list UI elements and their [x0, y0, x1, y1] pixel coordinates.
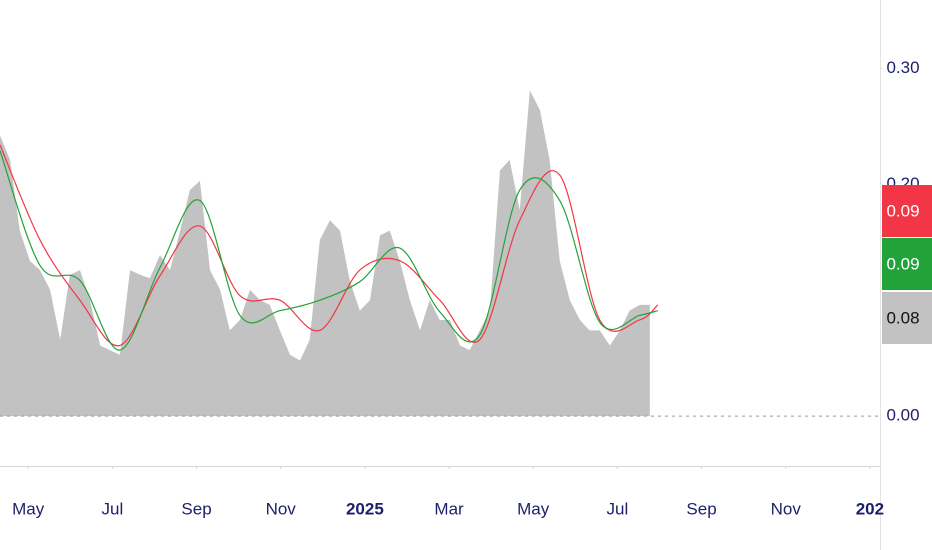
y-tick-label: 0.30 [886, 58, 919, 77]
x-tick-label: Jul [607, 499, 629, 518]
x-tick-label: Nov [266, 499, 297, 518]
price-label-box [882, 185, 932, 237]
price-label: 0.09 [886, 254, 919, 273]
area [0, 90, 650, 417]
x-tick-label: Nov [771, 499, 802, 518]
y-tick-label: 0.00 [886, 406, 919, 425]
price-label-box [882, 292, 932, 344]
line [0, 150, 658, 351]
x-tick-label: 2025 [346, 499, 384, 518]
x-tick-label: Mar [434, 499, 464, 518]
x-tick-label: 202 [856, 499, 884, 518]
price-label: 0.09 [886, 201, 919, 220]
price-label-box [882, 238, 932, 290]
x-tick-label: Sep [686, 499, 716, 518]
x-tick-label: May [12, 499, 45, 518]
x-tick-label: May [517, 499, 550, 518]
x-tick-label: Jul [102, 499, 124, 518]
price-label: 0.08 [886, 308, 919, 327]
x-tick-label: Sep [181, 499, 211, 518]
